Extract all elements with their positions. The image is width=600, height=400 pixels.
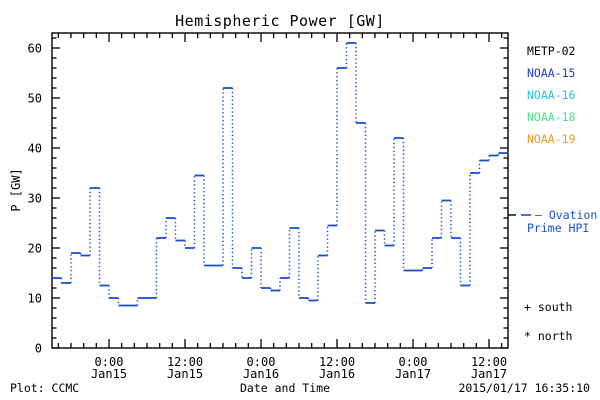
legend-item-metp-02: METP-02 — [527, 44, 575, 58]
x-tick-label-time: 12:00 — [319, 355, 355, 369]
legend-item-noaa-19: NOAA-19 — [527, 132, 576, 146]
x-tick-label-time: 12:00 — [471, 355, 507, 369]
y-tick-label: 0 — [35, 342, 42, 356]
x-tick-label-time: 0:00 — [247, 355, 276, 369]
y-axis-tick-labels: 0 10 20 30 40 50 60 — [28, 42, 42, 356]
x-tick-label-time: 0:00 — [399, 355, 428, 369]
footer-timestamp: 2015/01/17 16:35:10 — [458, 381, 590, 395]
footer-plot-source: Plot: CCMC — [10, 381, 79, 395]
x-tick-label-day: Jan15 — [167, 367, 203, 381]
y-tick-label: 50 — [28, 92, 42, 106]
ovation-legend-label-line1: — Ovation — [535, 208, 597, 222]
legend-item-noaa-16: NOAA-16 — [527, 88, 576, 102]
x-tick-label-day: Jan16 — [243, 367, 279, 381]
satellite-legend: METP-02 NOAA-15 NOAA-16 NOAA-18 NOAA-19 — [527, 44, 576, 146]
marker-legend: + south * north — [524, 300, 572, 343]
y-tick-label: 40 — [28, 142, 42, 156]
y-tick-label: 10 — [28, 292, 42, 306]
chart-title: Hemispheric Power [GW] — [175, 12, 385, 30]
x-axis-title: Date and Time — [240, 381, 330, 395]
y-axis-title: P [GW] — [9, 168, 23, 211]
x-axis-tick-labels: 0:00Jan1512:00Jan150:00Jan1612:00Jan160:… — [91, 355, 507, 381]
plot-frame — [51, 32, 509, 349]
y-tick-label: 20 — [28, 242, 42, 256]
x-tick-label-time: 0:00 — [95, 355, 124, 369]
x-axis-ticks — [57, 33, 503, 348]
ovation-legend-label-line2: Prime HPI — [527, 221, 589, 235]
data-series-group — [52, 42, 508, 307]
ovation-prime-legend: — Ovation Prime HPI — [508, 208, 597, 235]
x-tick-label-day: Jan17 — [471, 367, 507, 381]
marker-legend-south: + south — [524, 300, 572, 314]
x-tick-label-time: 12:00 — [167, 355, 203, 369]
y-tick-label: 30 — [28, 192, 42, 206]
x-tick-label-day: Jan15 — [91, 367, 127, 381]
y-tick-label: 60 — [28, 42, 42, 56]
marker-legend-north: * north — [524, 329, 572, 343]
legend-item-noaa-18: NOAA-18 — [527, 110, 576, 124]
x-tick-label-day: Jan17 — [395, 367, 431, 381]
x-tick-label-day: Jan16 — [319, 367, 355, 381]
legend-item-noaa-15: NOAA-15 — [527, 66, 575, 80]
series-0 — [52, 42, 508, 307]
